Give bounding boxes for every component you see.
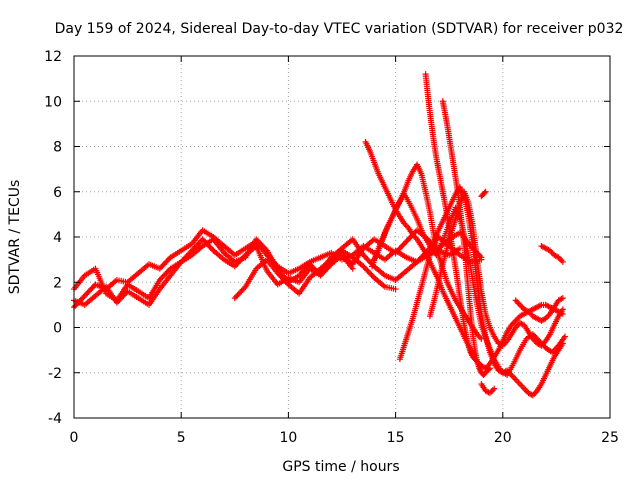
data-point: [559, 340, 566, 347]
series-track-14: [538, 243, 566, 265]
y-tick-label: -2: [48, 366, 62, 382]
chart-title: Day 159 of 2024, Sidereal Day-to-day VTE…: [55, 21, 624, 37]
data-point: [559, 258, 566, 265]
axis-ticks: [73, 55, 611, 419]
y-tick-label: 2: [53, 275, 62, 291]
y-tick-label: 0: [53, 321, 62, 337]
data-point: [559, 306, 566, 313]
data-point: [561, 333, 568, 340]
series-track-9: [396, 184, 566, 399]
data-points: [71, 71, 568, 399]
x-tick-label: 5: [177, 430, 186, 446]
y-tick-label: -4: [48, 411, 62, 427]
x-axis-label: GPS time / hours: [282, 459, 399, 475]
y-tick-label: 6: [53, 185, 62, 201]
y-axis-label: SDTVAR / TECUs: [7, 180, 23, 295]
y-tick-label: 4: [53, 230, 62, 246]
data-point: [482, 188, 489, 195]
data-point: [392, 286, 399, 293]
x-tick-label: 0: [70, 430, 79, 446]
grid: [74, 56, 610, 418]
series-track-12: [426, 188, 566, 349]
series-track-13: [478, 188, 489, 200]
y-tick-label: 12: [44, 49, 62, 65]
y-tick-label: 8: [53, 140, 62, 156]
x-tick-label: 15: [387, 430, 405, 446]
x-tick-label: 25: [601, 430, 619, 446]
y-tick-label: 10: [44, 94, 62, 110]
x-tick-label: 10: [279, 430, 297, 446]
series-track-16: [512, 295, 566, 324]
series-track-15: [478, 381, 498, 397]
data-point: [481, 189, 488, 196]
x-tick-label: 20: [494, 430, 512, 446]
data-point: [491, 385, 498, 392]
data-point: [486, 365, 493, 372]
tick-labels: 0 5 10 15 20 25 -4 -2 0 2 4 6 8 10 12: [44, 49, 619, 446]
data-point: [485, 366, 492, 373]
data-point: [559, 295, 566, 302]
